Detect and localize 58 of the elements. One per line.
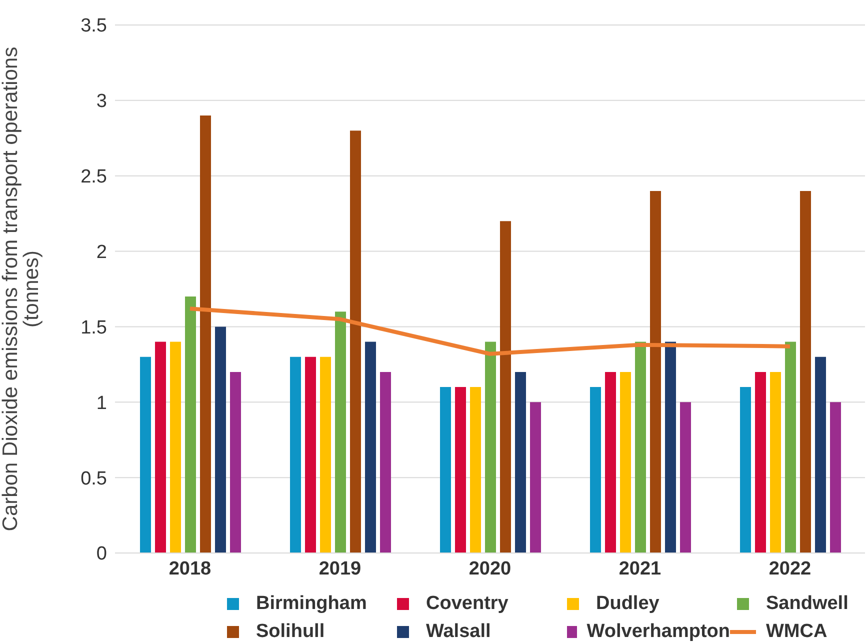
line-series <box>188 306 792 356</box>
bar <box>650 190 661 553</box>
bar <box>740 387 751 553</box>
x-tick-label: 2018 <box>168 558 212 580</box>
legend-label: Walsall <box>426 621 491 643</box>
bar <box>665 342 676 553</box>
bar <box>635 342 646 553</box>
bar <box>485 342 496 553</box>
bar <box>590 387 601 553</box>
legend-label: Birmingham <box>256 593 367 615</box>
legend-label: Sandwell <box>766 593 848 615</box>
bar <box>830 402 841 553</box>
legend-label: Dudley <box>596 593 660 615</box>
bar <box>515 372 526 553</box>
bar <box>140 356 151 553</box>
bar <box>380 372 391 553</box>
y-tick-label: 0 <box>96 544 107 565</box>
bar <box>530 402 541 553</box>
bar <box>605 372 616 553</box>
bar <box>755 372 766 553</box>
bar <box>335 312 346 553</box>
legend-label: Solihull <box>256 621 325 643</box>
bar <box>800 190 811 553</box>
x-tick-label: 2019 <box>318 558 362 580</box>
bar <box>305 356 316 553</box>
y-tick-label: 3 <box>96 91 107 112</box>
bar <box>170 342 181 553</box>
legend-label: WMCA <box>766 621 828 643</box>
x-tick-label: 2020 <box>468 558 512 580</box>
bar <box>680 402 691 553</box>
legend-label: Wolverhampton <box>586 621 730 643</box>
bar <box>350 130 361 553</box>
bar <box>215 326 226 553</box>
x-tick-label: 2022 <box>768 558 812 580</box>
legend-label: Coventry <box>426 593 508 615</box>
bar <box>500 221 511 553</box>
bar <box>440 387 451 553</box>
bar <box>770 372 781 553</box>
bar <box>320 356 331 553</box>
bar <box>365 342 376 553</box>
y-tick-label: 1 <box>96 392 107 414</box>
bar <box>785 342 796 553</box>
y-tick-label: 0.5 <box>80 468 107 490</box>
bar <box>290 356 301 553</box>
x-tick-label: 2021 <box>618 558 662 580</box>
bar <box>815 356 826 553</box>
bar <box>230 372 241 553</box>
y-tick-label: 2 <box>96 242 107 264</box>
bar <box>155 342 166 553</box>
y-tick-label: 3.5 <box>80 16 107 37</box>
y-axis-title: Carbon Dioxide emissions from transport operations (tonnes) <box>0 46 43 532</box>
y-tick-label: 1.5 <box>80 317 107 338</box>
bar <box>200 116 211 553</box>
bar <box>620 372 631 553</box>
bar <box>470 387 481 553</box>
bar <box>455 387 466 553</box>
bar <box>185 296 196 553</box>
y-tick-label: 2.5 <box>80 166 107 188</box>
